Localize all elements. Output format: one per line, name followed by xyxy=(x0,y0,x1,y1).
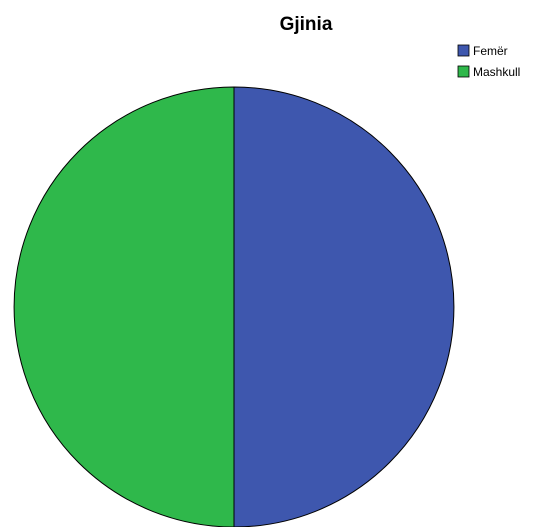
legend-swatch-femer xyxy=(457,44,470,57)
legend: Femër Mashkull xyxy=(457,44,520,79)
legend-label-mashkull: Mashkull xyxy=(473,65,520,79)
pie-slice-mashkull xyxy=(13,86,235,527)
pie-slice-femer xyxy=(233,86,455,527)
legend-label-femer: Femër xyxy=(473,44,508,58)
pie-slices xyxy=(13,86,455,527)
chart-title: Gjinia xyxy=(280,14,333,35)
legend-entry-mashkull: Mashkull xyxy=(457,65,520,79)
legend-entry-femer: Femër xyxy=(457,44,508,58)
legend-swatch-mashkull xyxy=(457,65,470,78)
